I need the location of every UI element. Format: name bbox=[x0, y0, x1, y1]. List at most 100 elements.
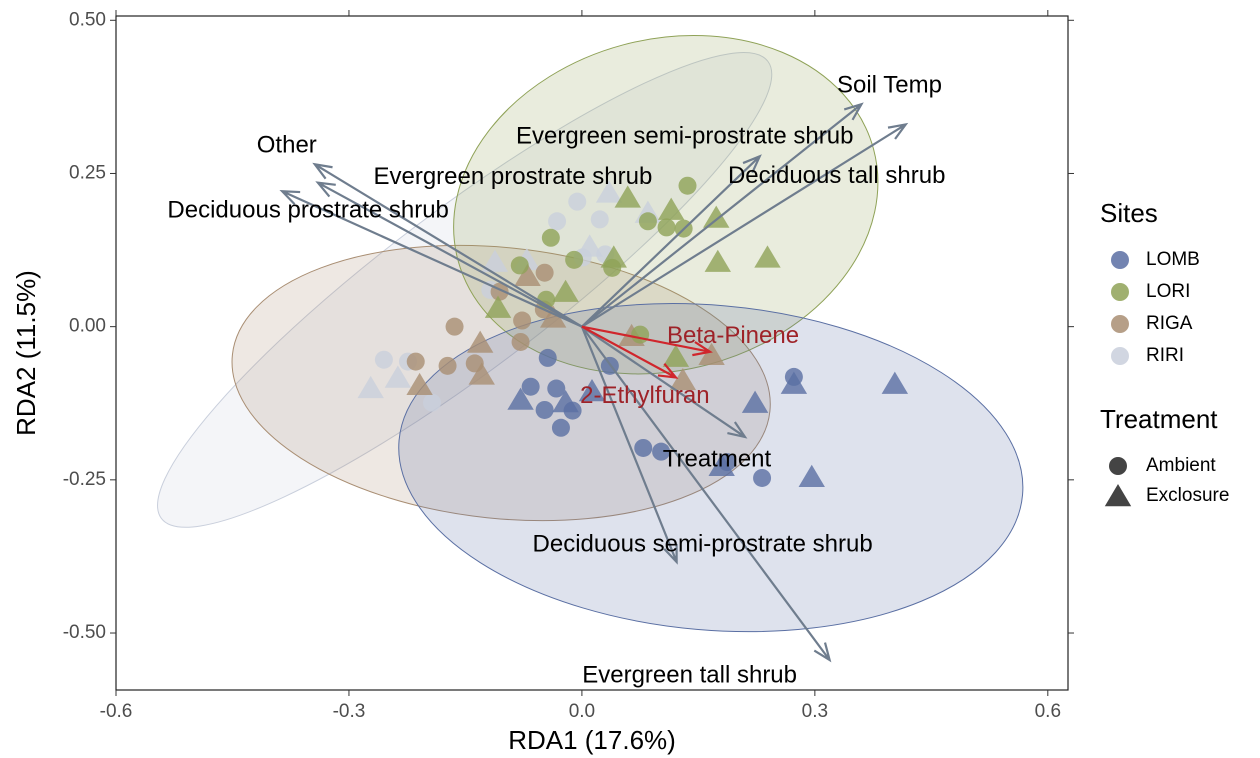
data-point bbox=[753, 468, 772, 487]
data-point bbox=[468, 362, 495, 385]
legend-title: Sites bbox=[1100, 198, 1158, 228]
data-point bbox=[652, 442, 671, 461]
data-point bbox=[535, 400, 554, 419]
loading-arrow bbox=[581, 154, 762, 328]
legend-marker bbox=[1104, 484, 1132, 507]
data-point bbox=[535, 263, 554, 282]
data-point bbox=[514, 263, 541, 286]
data-point bbox=[703, 205, 730, 228]
loading-arrow bbox=[581, 102, 864, 328]
x-tick-label: 0.6 bbox=[1035, 701, 1061, 722]
data-point bbox=[538, 348, 557, 367]
legend-label: Exclosure bbox=[1146, 485, 1229, 506]
arrow-label: 2-Ethylfuran bbox=[580, 382, 709, 409]
data-point bbox=[406, 352, 425, 371]
data-point bbox=[614, 185, 641, 208]
data-point bbox=[698, 342, 725, 366]
data-point bbox=[600, 245, 627, 268]
data-point bbox=[881, 371, 909, 394]
data-point bbox=[669, 367, 697, 391]
arrow-label: Deciduous tall shrub bbox=[728, 162, 945, 189]
x-axis-title: RDA1 (17.6%) bbox=[508, 725, 676, 755]
arrow-label: Deciduous semi-prostrate shrub bbox=[533, 530, 873, 557]
arrow-label: Treatment bbox=[663, 445, 772, 472]
data-point bbox=[678, 176, 697, 195]
data-point bbox=[384, 365, 412, 388]
data-point bbox=[513, 311, 532, 330]
y-tick-label: 0.00 bbox=[69, 316, 106, 337]
data-point bbox=[445, 317, 464, 336]
data-point bbox=[541, 228, 560, 247]
legend-marker bbox=[1111, 251, 1129, 269]
loading-arrow bbox=[279, 190, 583, 328]
arrow-label: Evergreen semi-prostrate shrub bbox=[516, 123, 853, 150]
legend-label: RIRI bbox=[1146, 345, 1184, 366]
legend-marker bbox=[1111, 315, 1129, 333]
loading-arrow bbox=[315, 181, 583, 328]
y-tick-label: 0.25 bbox=[69, 162, 106, 183]
data-point bbox=[539, 305, 567, 328]
loading-arrow bbox=[581, 325, 748, 439]
legend-title: Treatment bbox=[1100, 404, 1218, 434]
data-point bbox=[510, 256, 529, 275]
x-tick-label: -0.3 bbox=[333, 701, 366, 722]
data-point bbox=[521, 377, 540, 396]
legend-label: LOMB bbox=[1146, 249, 1200, 270]
legend-marker bbox=[1109, 457, 1127, 475]
data-point bbox=[754, 245, 781, 268]
x-tick-label: 0.3 bbox=[802, 701, 828, 722]
loading-arrow bbox=[581, 122, 909, 328]
loading-arrow bbox=[312, 162, 583, 328]
data-point bbox=[511, 332, 530, 351]
legend-label: Ambient bbox=[1146, 455, 1216, 476]
data-point bbox=[657, 218, 676, 237]
arrow-label: Beta-Pinene bbox=[667, 322, 799, 349]
data-point bbox=[704, 249, 731, 272]
data-point bbox=[780, 371, 808, 394]
legend-label: LORI bbox=[1146, 281, 1190, 302]
data-point bbox=[658, 197, 685, 220]
data-point bbox=[548, 212, 567, 231]
y-tick-label: 0.50 bbox=[69, 9, 106, 30]
data-point bbox=[638, 212, 657, 231]
data-point bbox=[576, 234, 603, 257]
y-axis-title: RDA2 (11.5%) bbox=[11, 270, 41, 436]
data-point bbox=[507, 387, 534, 410]
loading-arrow bbox=[581, 325, 679, 379]
data-point bbox=[374, 350, 393, 369]
plot-frame bbox=[115, 15, 1069, 691]
arrow-label: Deciduous prostrate shrub bbox=[167, 197, 448, 224]
data-point bbox=[484, 295, 512, 318]
loading-arrow bbox=[580, 326, 678, 565]
data-point bbox=[481, 249, 509, 272]
arrow-label: Soil Temp bbox=[837, 72, 942, 99]
loading-arrow bbox=[581, 325, 713, 357]
arrow-label: Evergreen prostrate shrub bbox=[373, 163, 652, 190]
legend-marker bbox=[1111, 283, 1129, 301]
x-tick-label: 0.0 bbox=[569, 701, 595, 722]
data-point bbox=[406, 372, 433, 396]
data-point bbox=[552, 279, 579, 302]
data-point bbox=[466, 330, 494, 353]
data-point bbox=[741, 390, 769, 413]
data-point bbox=[662, 344, 690, 367]
data-point bbox=[798, 464, 825, 487]
data-point bbox=[595, 180, 623, 203]
legend-marker bbox=[1111, 347, 1129, 365]
legend-label: RIGA bbox=[1146, 313, 1193, 334]
data-point bbox=[590, 210, 609, 229]
data-point bbox=[438, 356, 457, 375]
loading-arrow bbox=[581, 325, 832, 663]
data-point bbox=[547, 379, 566, 398]
data-point bbox=[568, 192, 587, 211]
y-tick-label: -0.50 bbox=[63, 622, 106, 643]
data-point bbox=[551, 418, 570, 437]
data-point bbox=[631, 325, 650, 344]
x-tick-label: -0.6 bbox=[100, 701, 133, 722]
arrow-label: Evergreen tall shrub bbox=[582, 661, 797, 688]
data-point bbox=[552, 390, 579, 413]
data-point bbox=[634, 438, 653, 457]
data-point bbox=[423, 393, 442, 412]
data-point bbox=[708, 453, 735, 476]
data-point bbox=[357, 375, 384, 399]
